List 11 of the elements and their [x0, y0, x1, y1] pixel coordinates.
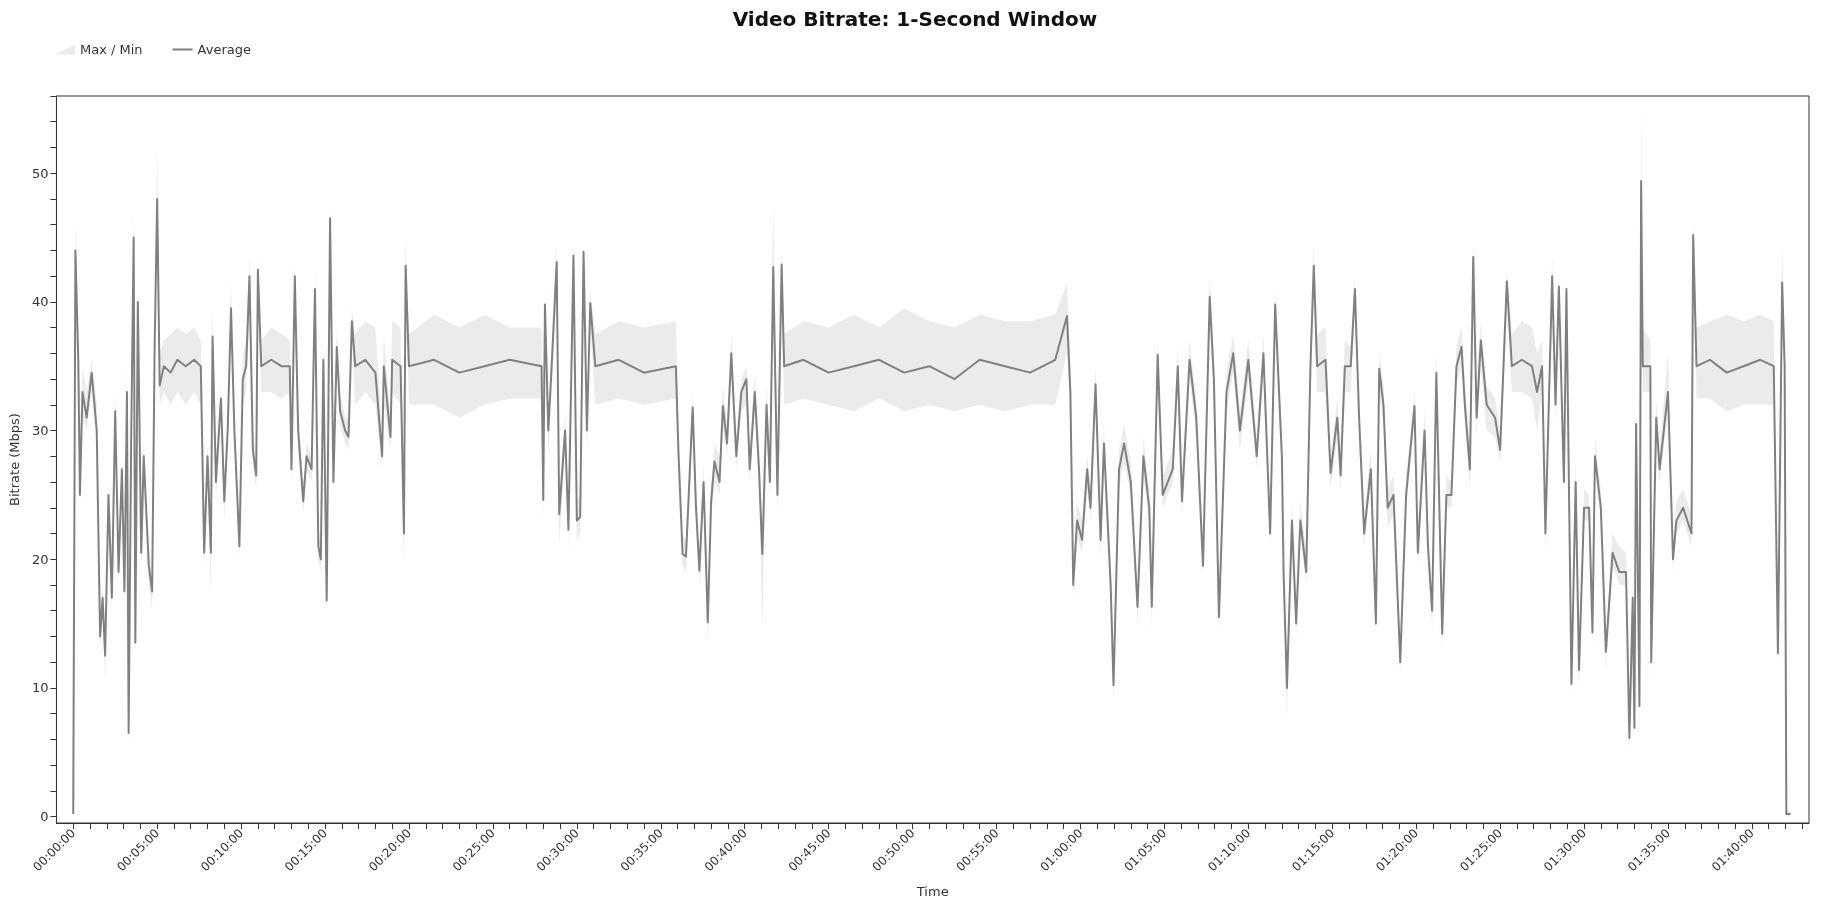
legend-label: Average: [197, 42, 251, 57]
y-tick-label: 10: [31, 680, 49, 696]
chart-title: Video Bitrate: 1-Second Window: [732, 7, 1098, 31]
y-tick-label: 50: [31, 165, 49, 181]
y-tick-label: 0: [40, 809, 49, 825]
y-tick-label: 30: [31, 423, 49, 439]
y-tick-label: 20: [31, 551, 49, 567]
text: Max / Min: [80, 42, 143, 57]
y-tick-label: 40: [31, 294, 49, 310]
y-axis-title: Bitrate (Mbps): [7, 413, 22, 506]
x-axis-title: Time: [915, 884, 949, 899]
